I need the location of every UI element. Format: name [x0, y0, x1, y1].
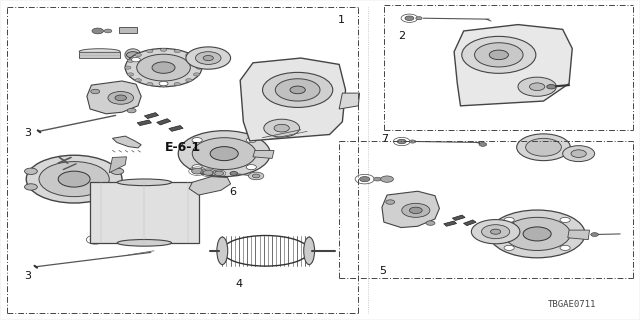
- Circle shape: [490, 229, 500, 234]
- Circle shape: [187, 57, 196, 62]
- Circle shape: [489, 50, 508, 60]
- Circle shape: [24, 184, 37, 190]
- Text: 3: 3: [24, 271, 31, 281]
- Text: 3: 3: [24, 128, 31, 138]
- Text: 2: 2: [399, 31, 406, 41]
- Circle shape: [161, 48, 167, 51]
- Circle shape: [274, 124, 289, 132]
- Circle shape: [523, 227, 551, 241]
- Circle shape: [125, 66, 131, 69]
- Circle shape: [290, 86, 305, 94]
- Circle shape: [410, 207, 422, 213]
- Circle shape: [135, 53, 141, 57]
- Ellipse shape: [217, 237, 228, 265]
- Polygon shape: [113, 136, 141, 148]
- Circle shape: [416, 17, 422, 20]
- Circle shape: [115, 95, 127, 101]
- Circle shape: [127, 73, 134, 76]
- Circle shape: [474, 43, 523, 67]
- Circle shape: [214, 171, 223, 176]
- Circle shape: [186, 53, 192, 57]
- Circle shape: [481, 225, 509, 239]
- Circle shape: [26, 155, 122, 203]
- Circle shape: [360, 177, 370, 182]
- Circle shape: [405, 16, 414, 20]
- Ellipse shape: [79, 49, 120, 54]
- Circle shape: [397, 139, 406, 144]
- Circle shape: [504, 217, 514, 222]
- Polygon shape: [240, 58, 346, 141]
- Circle shape: [489, 210, 585, 258]
- Circle shape: [193, 59, 200, 62]
- Polygon shape: [444, 221, 456, 226]
- Circle shape: [195, 52, 221, 64]
- Circle shape: [192, 138, 202, 143]
- Circle shape: [381, 176, 394, 182]
- Circle shape: [24, 168, 37, 174]
- Polygon shape: [189, 177, 230, 195]
- Ellipse shape: [125, 49, 141, 61]
- Circle shape: [111, 184, 124, 190]
- Circle shape: [529, 83, 545, 91]
- Circle shape: [127, 108, 136, 113]
- Circle shape: [547, 84, 556, 89]
- Circle shape: [196, 66, 202, 69]
- Text: TBGAE0711: TBGAE0711: [548, 300, 596, 309]
- Circle shape: [402, 203, 430, 217]
- Bar: [119, 28, 137, 33]
- Circle shape: [374, 177, 381, 181]
- Circle shape: [174, 83, 180, 86]
- Polygon shape: [87, 81, 141, 114]
- Circle shape: [58, 171, 90, 187]
- Polygon shape: [253, 150, 274, 158]
- Circle shape: [203, 55, 213, 60]
- Circle shape: [108, 92, 134, 104]
- Circle shape: [471, 220, 520, 244]
- Circle shape: [92, 28, 104, 34]
- Circle shape: [410, 140, 416, 143]
- Circle shape: [125, 49, 202, 87]
- Circle shape: [571, 150, 586, 157]
- Circle shape: [252, 174, 260, 178]
- Circle shape: [193, 73, 200, 76]
- Ellipse shape: [117, 179, 172, 186]
- Circle shape: [137, 54, 190, 81]
- Circle shape: [186, 79, 192, 82]
- Circle shape: [210, 147, 238, 161]
- Circle shape: [426, 221, 435, 225]
- Circle shape: [104, 29, 112, 33]
- Circle shape: [591, 233, 598, 236]
- Circle shape: [161, 84, 167, 87]
- Polygon shape: [79, 52, 120, 58]
- Polygon shape: [90, 182, 198, 243]
- Circle shape: [174, 50, 180, 53]
- Polygon shape: [382, 191, 440, 228]
- Circle shape: [127, 52, 140, 58]
- Circle shape: [563, 146, 595, 162]
- Polygon shape: [454, 25, 572, 106]
- Circle shape: [264, 119, 300, 137]
- Circle shape: [135, 79, 141, 82]
- Circle shape: [518, 77, 556, 96]
- Circle shape: [479, 142, 486, 146]
- Circle shape: [147, 83, 153, 86]
- Polygon shape: [137, 120, 152, 125]
- Circle shape: [246, 138, 257, 143]
- Polygon shape: [169, 125, 183, 131]
- Circle shape: [203, 170, 213, 175]
- Circle shape: [127, 59, 134, 62]
- Polygon shape: [463, 220, 476, 226]
- Circle shape: [192, 164, 202, 170]
- Polygon shape: [145, 113, 159, 119]
- Ellipse shape: [117, 239, 172, 246]
- Polygon shape: [339, 93, 360, 109]
- Circle shape: [560, 245, 570, 251]
- Circle shape: [504, 245, 514, 251]
- Circle shape: [159, 81, 168, 86]
- Ellipse shape: [304, 237, 315, 265]
- Circle shape: [246, 164, 257, 170]
- Text: 1: 1: [338, 15, 345, 25]
- Circle shape: [230, 172, 237, 175]
- Text: 7: 7: [381, 134, 388, 144]
